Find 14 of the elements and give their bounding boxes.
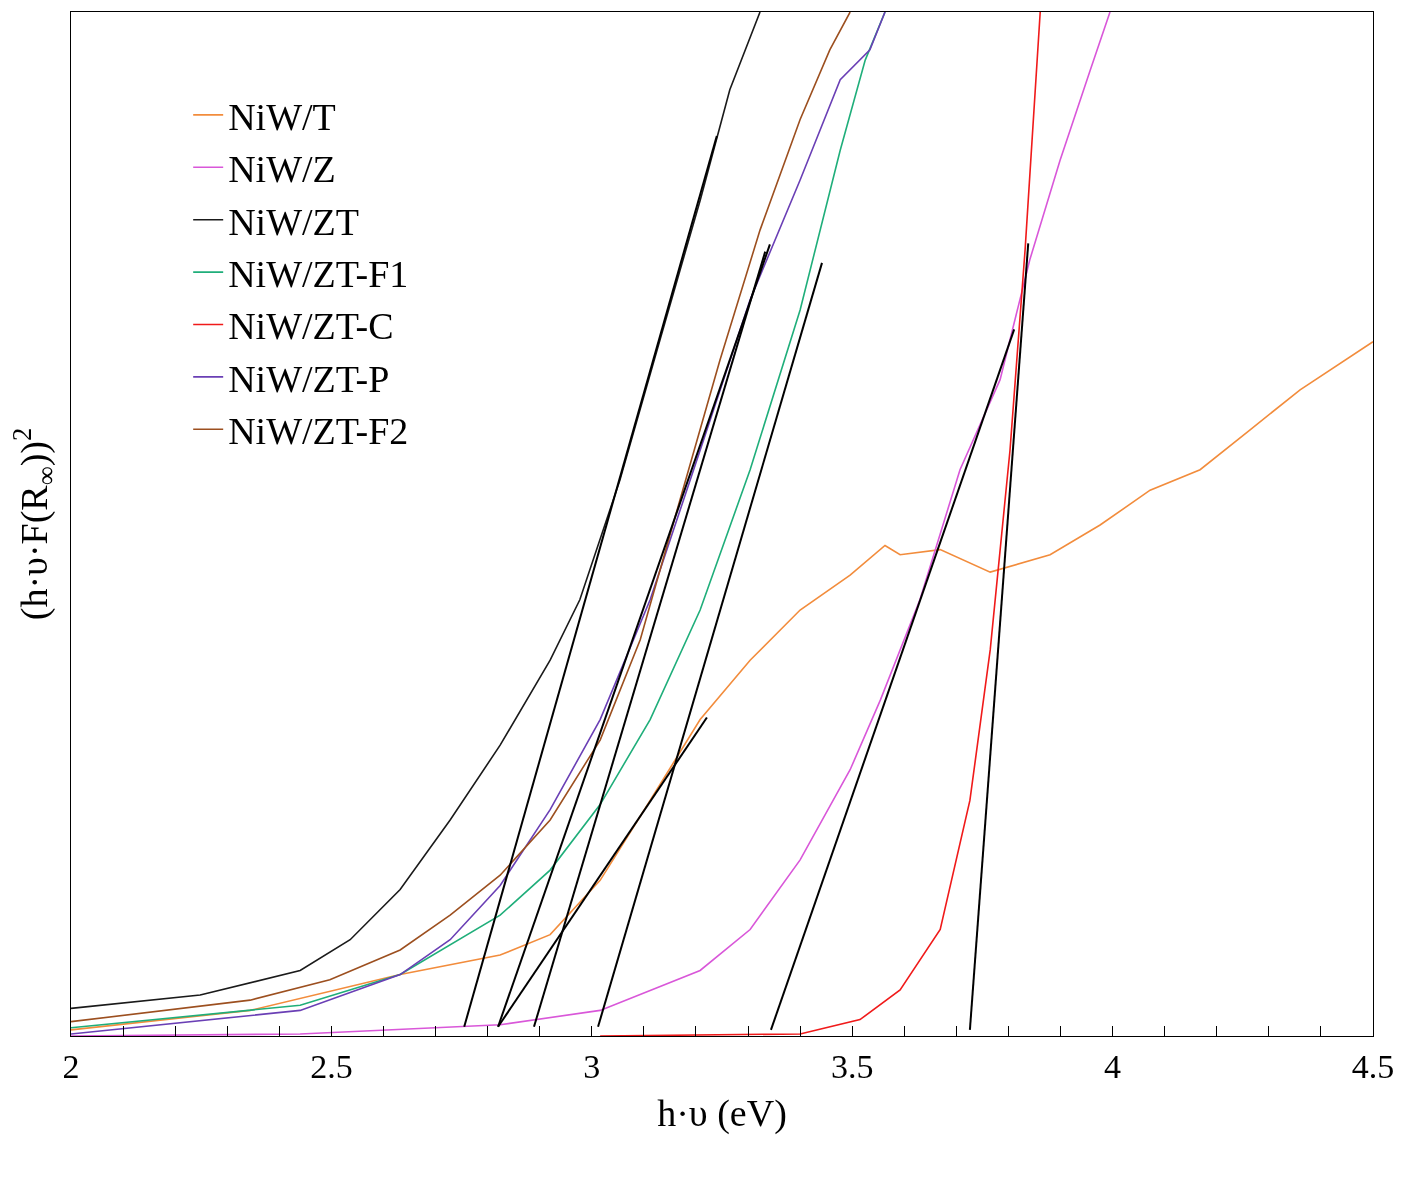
x-axis-title: h·υ (eV) [657, 1091, 787, 1135]
legend-label: NiW/Z [228, 148, 336, 191]
x-tick-label: 4 [1104, 1047, 1122, 1085]
x-tick-label: 3 [583, 1047, 601, 1085]
legend-label: NiW/ZT-F1 [228, 252, 409, 295]
x-tick-label: 4.5 [1351, 1047, 1395, 1085]
x-tick-label: 2 [62, 1047, 80, 1085]
legend-label: NiW/ZT [228, 200, 360, 243]
legend-label: NiW/T [228, 95, 336, 138]
legend-label: NiW/ZT-F2 [228, 410, 409, 453]
x-tick-label: 3.5 [830, 1047, 874, 1085]
legend-label: NiW/ZT-P [228, 357, 390, 400]
legend-label: NiW/ZT-C [228, 305, 394, 348]
x-tick-label: 2.5 [310, 1047, 353, 1085]
